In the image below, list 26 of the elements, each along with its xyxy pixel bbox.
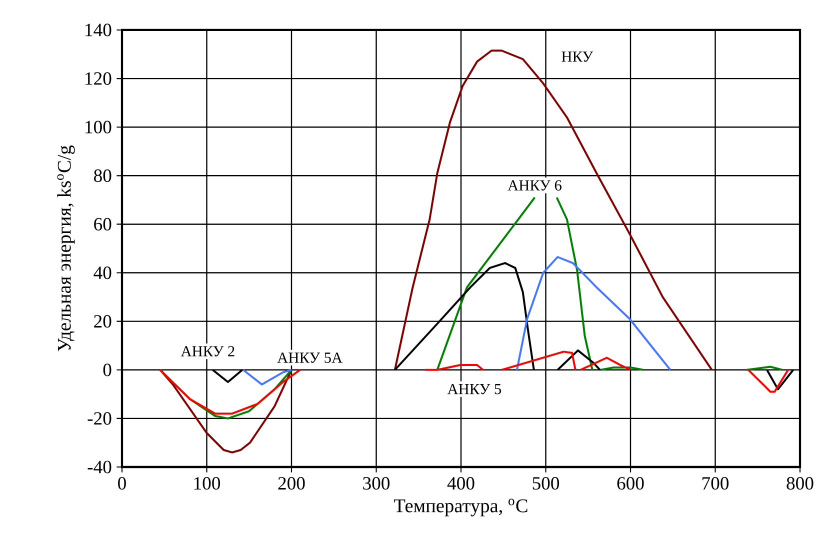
y-axis-title: Удельная энергия, ks$^{o}$C/g xyxy=(57,145,75,352)
x-tick-label: 600 xyxy=(617,477,644,490)
annotation: АНКУ 6 xyxy=(508,180,562,191)
annotation: АНКУ 5А xyxy=(277,352,342,363)
x-tick-label: 800 xyxy=(786,477,814,490)
annotation: АНКУ 5 xyxy=(447,384,502,394)
y-tick-label: 40 xyxy=(94,266,112,280)
annotation: АНКУ 2 xyxy=(180,346,234,356)
y-tick-label: 120 xyxy=(86,72,112,85)
x-tick-label: 400 xyxy=(447,477,474,490)
annotation: НКУ xyxy=(562,52,594,62)
x-tick-label: 200 xyxy=(278,477,305,490)
x-tick-label: 300 xyxy=(363,477,390,490)
x-tick-label: 700 xyxy=(702,477,729,490)
y-tick-label: 60 xyxy=(94,218,112,231)
y-tick-label: 140 xyxy=(86,24,112,36)
y-tick-label: 20 xyxy=(94,315,112,328)
y-tick-label: 0 xyxy=(103,364,112,376)
y-tick-label: 100 xyxy=(86,120,112,134)
y-tick-label: 80 xyxy=(94,169,112,182)
x-tick-label: 100 xyxy=(194,477,220,490)
x-tick-label: 0 xyxy=(118,477,126,490)
y-tick-label: -20 xyxy=(88,412,112,425)
x-axis-title: Температура, $^{o}$C xyxy=(394,498,528,516)
y-tick-label: -40 xyxy=(88,460,112,474)
x-tick-label: 500 xyxy=(532,477,560,490)
